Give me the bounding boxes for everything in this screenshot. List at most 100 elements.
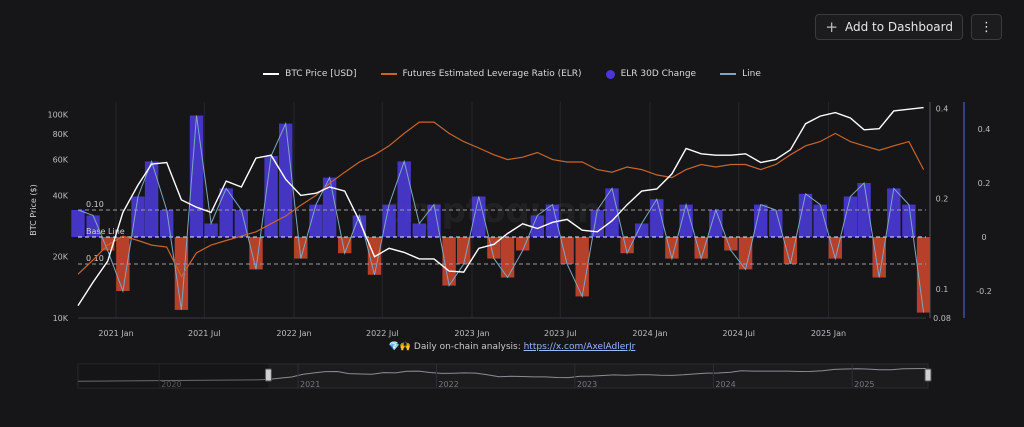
add-to-dashboard-label: Add to Dashboard <box>844 20 953 34</box>
more-options-button[interactable]: ⋮ <box>971 14 1002 40</box>
legend-item-elr[interactable]: Futures Estimated Leverage Ratio (ELR) <box>380 69 582 79</box>
navigator-tick-label: 2020 <box>161 380 181 389</box>
reference-line-label: 0.10 <box>86 200 104 209</box>
elr-change-bar <box>872 237 886 278</box>
series-lines <box>77 106 925 313</box>
legend-swatch <box>263 73 280 75</box>
price-tick-label: 80K <box>53 130 69 139</box>
change-tick-label: 0.4 <box>978 125 991 134</box>
add-to-dashboard-button[interactable]: + Add to Dashboard <box>815 14 963 40</box>
elr-change-bar <box>887 188 901 237</box>
elr-change-bar <box>457 237 471 264</box>
elr-tick-label: 0.08 <box>933 314 951 323</box>
elr-change-bar <box>101 237 115 251</box>
elr-tick-label: 0.2 <box>936 195 949 204</box>
elr-change-bar <box>769 210 783 237</box>
elr-change-bar <box>545 204 560 237</box>
x-tick-label: 2024 Jul <box>722 329 755 338</box>
elr-change-bar <box>679 204 693 237</box>
elr-change-bar <box>516 237 530 251</box>
elr-line-series <box>77 121 925 278</box>
elr-change-bar <box>86 215 100 237</box>
price-tick-label: 20K <box>53 253 69 262</box>
navigator-left-handle[interactable] <box>264 368 272 382</box>
kebab-menu-icon: ⋮ <box>980 19 993 35</box>
toolbar: + Add to Dashboard ⋮ <box>815 14 1002 40</box>
price-tick-label: 40K <box>53 191 69 200</box>
elr-change-bar <box>575 237 589 297</box>
navigator-mask <box>78 364 269 388</box>
elr-change-bar <box>813 204 827 237</box>
x-tick-label: 2022 Jan <box>276 329 311 338</box>
legend-swatch <box>380 73 397 75</box>
elr-change-bar <box>798 193 813 237</box>
elr-change-bar <box>650 199 664 237</box>
elr-change-bar <box>828 237 842 259</box>
elr-change-bar <box>219 188 233 237</box>
elr-change-bar <box>427 204 441 237</box>
elr-change-bar <box>71 210 85 237</box>
navigator-tick-label: 2024 <box>715 380 735 389</box>
btc-price-line-series <box>77 106 924 306</box>
legend-item-elr-30d-change[interactable]: ELR 30D Change <box>605 69 697 79</box>
navigator-frame <box>77 363 929 389</box>
change-tick-label: -0.2 <box>976 287 992 296</box>
elr-change-bar <box>442 237 456 286</box>
change-tick-label: 0 <box>981 233 986 242</box>
price-tick-label: 60K <box>53 156 69 165</box>
elr-change-bar <box>738 237 753 270</box>
x-tick-label: 2021 Jul <box>188 329 221 338</box>
reference-line-label: Base Line <box>86 227 125 236</box>
elr-change-bar <box>902 204 916 237</box>
navigator-tick-label: 2021 <box>300 380 320 389</box>
elr-change-bar <box>590 210 604 237</box>
elr-change-bar <box>189 115 204 237</box>
elr-change-bar <box>754 204 768 237</box>
legend-label: ELR 30D Change <box>620 69 697 79</box>
elr-change-bar <box>294 237 308 259</box>
elr-change-bar <box>174 237 189 310</box>
legend-swatch <box>720 73 737 75</box>
elr-change-bar <box>160 210 174 237</box>
legend-item-line[interactable]: Line <box>720 69 761 79</box>
elr-change-bar <box>709 210 723 237</box>
axes: 2021 Jan 2021 Jul 2022 Jan 2022 Jul 2023 Jan… <box>47 102 992 338</box>
plus-icon: + <box>825 17 838 36</box>
elr-change-bar <box>665 237 679 259</box>
navigator-right-handle[interactable] <box>924 368 932 382</box>
elr-change-bar <box>560 237 574 264</box>
legend-label: BTC Price [USD] <box>285 69 357 79</box>
elr-change-bar <box>249 237 263 270</box>
legend-item-btc-price[interactable]: BTC Price [USD] <box>263 69 357 79</box>
footer-prefix: 💎🙌 Daily on-chain analysis: <box>388 342 524 352</box>
elr-change-bar <box>309 204 323 237</box>
range-navigator[interactable]: 2020 2021 2022 2023 2024 2025 <box>0 360 1024 400</box>
elr-change-bar <box>234 210 248 237</box>
change-tick-label: 0.2 <box>978 179 991 188</box>
x-tick-label: 2023 Jul <box>544 329 577 338</box>
elr-change-bar <box>204 223 218 237</box>
elr-tick-label: 0.4 <box>936 104 949 113</box>
elr-change-bar <box>783 237 798 264</box>
footer-link[interactable]: https://x.com/AxelAdlerJr <box>523 342 636 352</box>
chart-legend: BTC Price [USD] Futures Estimated Levera… <box>0 69 1024 79</box>
navigator-tick-label: 2025 <box>854 380 874 389</box>
elr-change-bar <box>472 196 486 237</box>
elr-change-bar <box>131 196 145 237</box>
elr-change-bar <box>412 223 426 237</box>
navigator-price-line <box>77 368 927 382</box>
price-tick-label: 100K <box>47 110 68 119</box>
navigator-layer: 2020 2021 2022 2023 2024 2025 <box>77 363 932 389</box>
footer-note: 💎🙌 Daily on-chain analysis: https://x.co… <box>0 342 1024 352</box>
x-tick-label: 2023 Jan <box>454 329 489 338</box>
elr-change-bar <box>397 161 411 237</box>
navigator-tick-label: 2022 <box>438 380 458 389</box>
elr-change-bar <box>382 204 396 237</box>
elr-change-bar <box>500 237 515 278</box>
elr-change-bar <box>635 223 649 237</box>
change-line-series <box>77 115 925 313</box>
elr-change-bar <box>916 237 931 313</box>
elr-change-bar <box>338 237 352 254</box>
elr-tick-label: 0.1 <box>936 285 949 294</box>
